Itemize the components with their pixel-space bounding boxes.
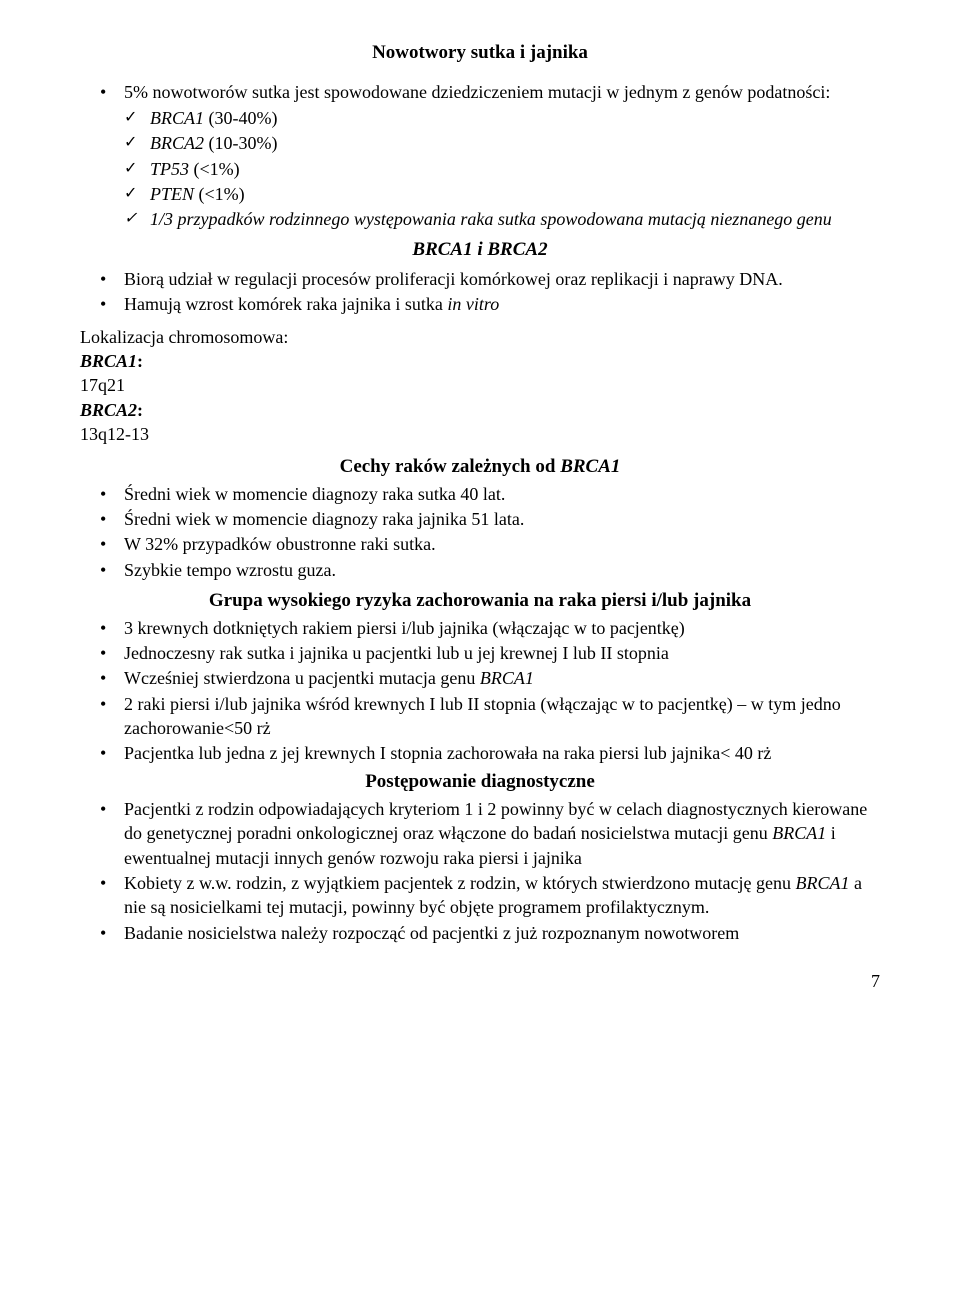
risk-item: Wcześniej stwierdzona u pacjentki mutacj… — [80, 666, 880, 690]
in-vitro: in vitro — [447, 294, 499, 314]
diag-text: Pacjentki z rodzin odpowiadających kryte… — [124, 799, 867, 843]
feature-item: W 32% przypadków obustronne raki sutka. — [80, 532, 880, 556]
risk-item: 2 raki piersi i/lub jajnika wśród krewny… — [80, 692, 880, 741]
diag-gene: BRCA1 — [795, 873, 849, 893]
brca-function-list: Biorą udział w regulacji procesów prolif… — [80, 267, 880, 317]
gene-pct: (10-30%) — [204, 133, 277, 153]
gene-item: PTEN (<1%) — [124, 182, 880, 206]
brca-section-title: BRCA1 i BRCA2 — [80, 237, 880, 263]
risk-item: Jednoczesny rak sutka i jajnika u pacjen… — [80, 641, 880, 665]
gene-note: 1/3 przypadków rodzinnego występowania r… — [124, 207, 880, 231]
features-list: Średni wiek w momencie diagnozy raka sut… — [80, 482, 880, 582]
loc-colon: : — [137, 400, 143, 420]
gene-pct: (30-40%) — [204, 108, 277, 128]
high-risk-title: Grupa wysokiego ryzyka zachorowania na r… — [80, 588, 880, 614]
gene-pct: (<1%) — [189, 159, 240, 179]
feature-item: Średni wiek w momencie diagnozy raka sut… — [80, 482, 880, 506]
diagnostic-title: Postępowanie diagnostyczne — [80, 769, 880, 795]
brca-bullet: Hamują wzrost komórek raka jajnika i sut… — [80, 292, 880, 316]
risk-gene: BRCA1 — [480, 668, 534, 688]
loc-gene: BRCA1 — [80, 351, 137, 371]
localization-block: Lokalizacja chromosomowa: BRCA1: 17q21 B… — [80, 325, 880, 446]
gene-name: TP53 — [150, 159, 189, 179]
gene-name: PTEN — [150, 184, 194, 204]
gene-pct: (<1%) — [194, 184, 245, 204]
gene-name: BRCA1 — [150, 108, 204, 128]
loc-gene: BRCA2 — [80, 400, 137, 420]
features-title-a: Cechy raków zależnych od — [340, 456, 561, 477]
localization-label: Lokalizacja chromosomowa: — [80, 325, 880, 349]
features-title-b: BRCA1 — [560, 456, 620, 477]
risk-item: 3 krewnych dotkniętych rakiem piersi i/l… — [80, 616, 880, 640]
feature-item: Średni wiek w momencie diagnozy raka jaj… — [80, 507, 880, 531]
diag-gene: BRCA1 — [772, 823, 826, 843]
loc-position: 17q21 — [80, 373, 880, 397]
loc-colon: : — [137, 351, 143, 371]
gene-item: BRCA2 (10-30%) — [124, 131, 880, 155]
intro-bullet: 5% nowotworów sutka jest spowodowane dzi… — [80, 80, 880, 104]
gene-list: BRCA1 (30-40%) BRCA2 (10-30%) TP53 (<1%)… — [124, 106, 880, 231]
risk-text: Wcześniej stwierdzona u pacjentki mutacj… — [124, 668, 480, 688]
brca-bullet-text: Hamują wzrost komórek raka jajnika i sut… — [124, 294, 447, 314]
diagnostic-item: Badanie nosicielstwa należy rozpocząć od… — [80, 921, 880, 945]
diagnostic-list: Pacjentki z rodzin odpowiadających kryte… — [80, 797, 880, 945]
brca-bullet: Biorą udział w regulacji procesów prolif… — [80, 267, 880, 291]
gene-item: TP53 (<1%) — [124, 157, 880, 181]
gene-item: BRCA1 (30-40%) — [124, 106, 880, 130]
page-title: Nowotwory sutka i jajnika — [80, 40, 880, 66]
features-title: Cechy raków zależnych od BRCA1 — [80, 454, 880, 480]
intro-list: 5% nowotworów sutka jest spowodowane dzi… — [80, 80, 880, 104]
diagnostic-item: Kobiety z w.w. rodzin, z wyjątkiem pacje… — [80, 871, 880, 920]
feature-item: Szybkie tempo wzrostu guza. — [80, 558, 880, 582]
gene-name: BRCA2 — [150, 133, 204, 153]
diagnostic-item: Pacjentki z rodzin odpowiadających kryte… — [80, 797, 880, 870]
loc-position: 13q12-13 — [80, 422, 880, 446]
page-number: 7 — [80, 969, 880, 993]
risk-item: Pacjentka lub jedna z jej krewnych I sto… — [80, 741, 880, 765]
diag-text: Kobiety z w.w. rodzin, z wyjątkiem pacje… — [124, 873, 795, 893]
high-risk-list: 3 krewnych dotkniętych rakiem piersi i/l… — [80, 616, 880, 766]
